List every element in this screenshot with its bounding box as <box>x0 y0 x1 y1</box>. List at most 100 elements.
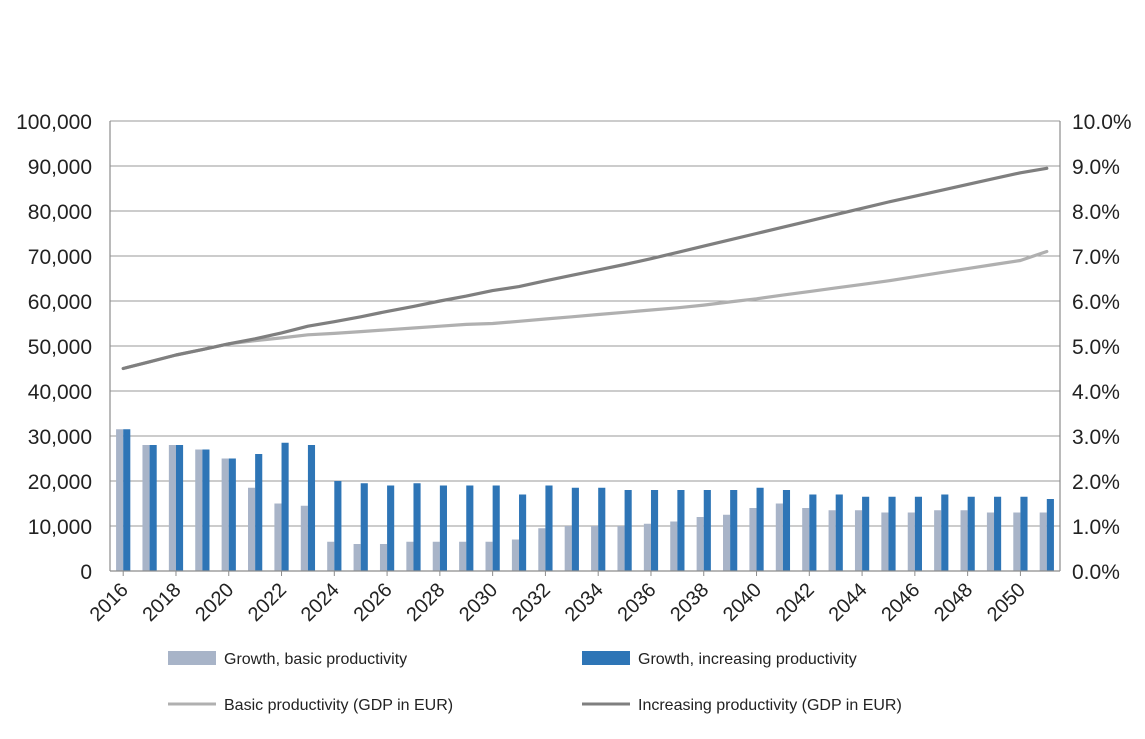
y-right-tick-label: 6.0% <box>1072 291 1120 314</box>
bar-growth-increasing <box>123 429 131 571</box>
bar-growth-basic <box>142 445 150 571</box>
legend: Growth, basic productivity Growth, increa… <box>168 651 902 714</box>
bar-growth-increasing <box>387 485 395 571</box>
y-left-tick-label: 70,000 <box>28 246 92 269</box>
bar-growth-increasing <box>862 496 870 571</box>
bar-growth-basic <box>934 510 942 571</box>
y-left-tick-label: 90,000 <box>28 156 92 179</box>
bar-growth-increasing <box>1046 499 1054 571</box>
bar-growth-increasing <box>439 485 447 571</box>
bar-growth-basic <box>854 510 863 571</box>
y-right-tick-label: 5.0% <box>1072 336 1120 359</box>
line-layer <box>121 166 1049 371</box>
bar-growth-increasing <box>228 458 236 571</box>
bar-growth-basic <box>300 505 308 571</box>
bar-growth-increasing <box>360 483 368 571</box>
bar-growth-increasing <box>281 442 289 571</box>
grid-layer <box>110 120 1060 527</box>
y-right-tick-label: 4.0% <box>1072 381 1120 404</box>
line-basic-productivity <box>121 249 1049 371</box>
bar-layer <box>116 429 1054 571</box>
bar-growth-increasing <box>571 487 579 571</box>
y-right-tick-label: 7.0% <box>1072 246 1120 269</box>
bar-growth-basic <box>406 541 414 571</box>
bar-growth-increasing <box>413 483 421 571</box>
bar-growth-basic <box>511 539 520 571</box>
bar-growth-increasing <box>703 490 711 571</box>
bar-growth-increasing <box>888 496 896 571</box>
y-right-tick-label: 10.0% <box>1072 111 1132 134</box>
line-increasing-productivity <box>121 166 1049 371</box>
y-right-tick-label: 1.0% <box>1072 516 1120 539</box>
bar-growth-basic <box>116 429 124 571</box>
bar-growth-basic <box>986 512 995 571</box>
bar-growth-basic <box>459 541 467 571</box>
y-left-tick-label: 10,000 <box>28 516 92 539</box>
bar-growth-basic <box>1039 512 1047 571</box>
bar-growth-increasing <box>334 481 342 571</box>
bar-growth-basic <box>723 514 731 571</box>
bar-growth-basic <box>379 544 388 571</box>
bar-growth-basic <box>670 521 678 571</box>
bar-growth-basic <box>696 517 704 571</box>
legend-growth-increasing-swatch <box>582 651 630 665</box>
bar-growth-basic <box>274 503 282 571</box>
bar-growth-increasing <box>519 494 527 571</box>
bar-growth-basic <box>564 526 572 571</box>
bar-growth-basic <box>881 512 889 571</box>
bar-growth-basic <box>195 449 203 571</box>
y-left-tick-label: 100,000 <box>16 111 92 134</box>
y-right-tick-label: 3.0% <box>1072 426 1120 449</box>
y-left-tick-label: 50,000 <box>28 336 92 359</box>
bar-growth-increasing <box>598 487 606 571</box>
y-left-tick-label: 20,000 <box>28 471 92 494</box>
bar-growth-basic <box>353 544 361 571</box>
bar-growth-increasing <box>202 449 210 571</box>
bar-growth-increasing <box>545 485 553 571</box>
y-right-tick-label: 9.0% <box>1072 156 1120 179</box>
legend-growth-basic-label: Growth, basic productivity <box>224 651 407 668</box>
bar-growth-increasing <box>809 494 817 571</box>
bar-growth-increasing <box>624 490 632 571</box>
bar-growth-basic <box>327 541 335 571</box>
bar-growth-basic <box>538 528 546 571</box>
y-left-tick-label: 80,000 <box>28 201 92 224</box>
bar-growth-basic <box>775 503 783 571</box>
bar-growth-basic <box>591 526 599 571</box>
bar-growth-basic <box>749 508 757 571</box>
legend-basic-productivity-label: Basic productivity (GDP in EUR) <box>224 697 453 714</box>
bar-growth-increasing <box>149 445 157 571</box>
bar-growth-increasing <box>307 445 316 571</box>
bar-growth-basic <box>432 541 440 571</box>
bar-growth-basic <box>617 526 625 571</box>
legend-growth-basic-swatch <box>168 651 216 665</box>
bar-growth-basic <box>828 510 836 571</box>
bar-growth-basic <box>960 510 968 571</box>
bar-growth-basic <box>221 458 229 571</box>
y-left-tick-label: 60,000 <box>28 291 92 314</box>
bar-growth-increasing <box>835 494 843 571</box>
y-right-tick-label: 2.0% <box>1072 471 1120 494</box>
bar-growth-increasing <box>175 445 184 571</box>
bar-growth-increasing <box>677 490 685 571</box>
legend-growth-increasing-label: Growth, increasing productivity <box>638 651 857 668</box>
bar-growth-increasing <box>967 496 975 571</box>
bar-growth-basic <box>485 541 493 571</box>
y-left-tick-label: 30,000 <box>28 426 92 449</box>
y-left-tick-label: 0 <box>80 561 92 584</box>
bar-growth-increasing <box>650 490 659 571</box>
bar-growth-increasing <box>255 454 263 571</box>
bar-growth-basic <box>1013 512 1021 571</box>
y-right-tick-label: 0.0% <box>1072 561 1120 584</box>
bar-growth-increasing <box>1020 496 1028 571</box>
y-left-tick-label: 40,000 <box>28 381 92 404</box>
bar-growth-increasing <box>782 490 791 571</box>
bar-growth-increasing <box>941 494 949 571</box>
bar-growth-basic <box>802 508 810 571</box>
bar-growth-increasing <box>994 496 1002 571</box>
bar-growth-increasing <box>756 487 764 571</box>
bar-growth-increasing <box>466 485 474 571</box>
